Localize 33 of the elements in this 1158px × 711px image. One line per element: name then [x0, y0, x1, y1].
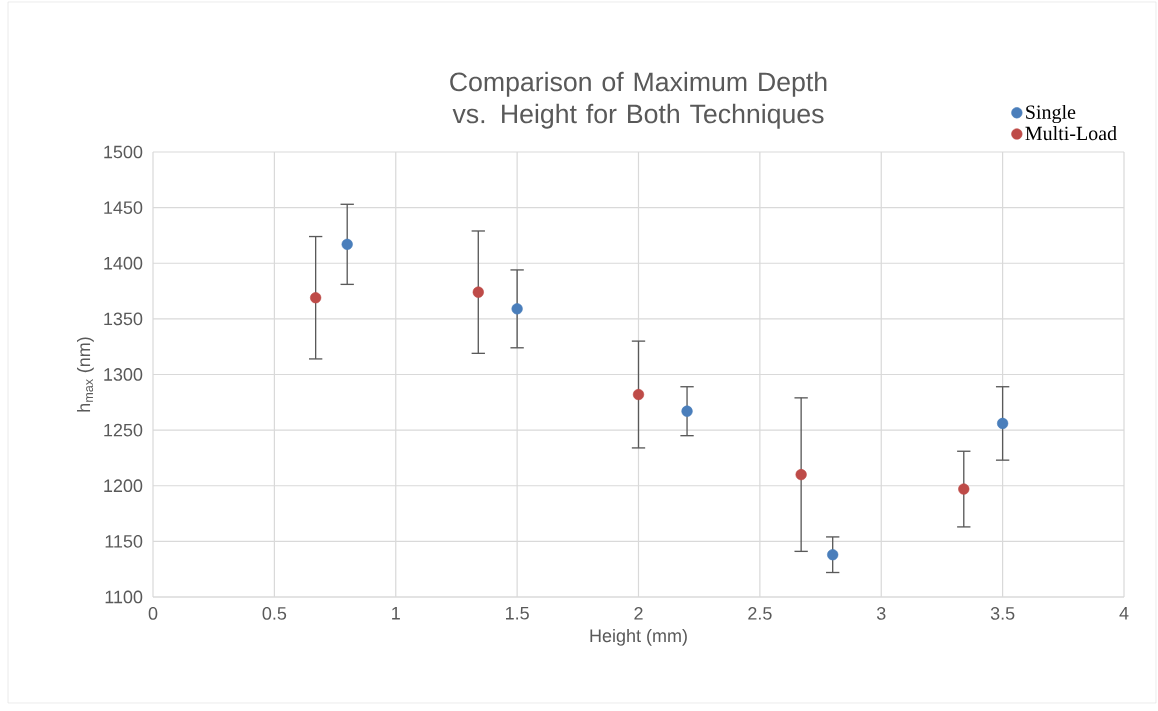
point	[681, 405, 693, 417]
x-tick-label: 2.5	[748, 607, 772, 620]
point	[827, 549, 839, 561]
x-tick-label: 4	[1119, 607, 1129, 620]
y-tick-label: 1200	[104, 479, 143, 493]
point	[632, 388, 645, 401]
y-tick-label: 1500	[104, 145, 143, 159]
point	[958, 483, 970, 495]
y-tick-label: 1400	[104, 256, 143, 270]
x-tick-label: 1.5	[506, 607, 529, 620]
y-tick-label: 1150	[105, 534, 143, 548]
y-tick-label: 1250	[104, 423, 143, 437]
x-tick-label: 1	[392, 607, 400, 620]
x-tick-label: 0	[148, 607, 158, 620]
legend-label: Multi-Load	[1025, 126, 1117, 141]
point	[310, 292, 322, 304]
point	[341, 238, 353, 250]
point	[997, 417, 1009, 430]
y-tick-label: 1100	[105, 590, 143, 604]
legend-label: Single	[1026, 104, 1076, 124]
y-axis-title: h$_{max}$ (nm)	[76, 337, 94, 412]
x-tick-label: 3.5	[990, 607, 1015, 620]
x-axis-title: Height (mm)	[590, 628, 687, 646]
chart-title: Comparison of Maximum Depth vs. Height for Both Techniques	[450, 71, 827, 129]
x-tick-label: 0.5	[262, 607, 287, 620]
y-tick-label: 1300	[104, 368, 143, 381]
point	[472, 286, 484, 298]
point	[795, 469, 807, 481]
point	[511, 303, 523, 315]
y-tick-label: 1450	[104, 201, 143, 214]
y-tick-label: 1350	[104, 312, 143, 326]
x-tick-label: 2	[634, 607, 643, 620]
x-tick-label: 3	[876, 607, 886, 620]
